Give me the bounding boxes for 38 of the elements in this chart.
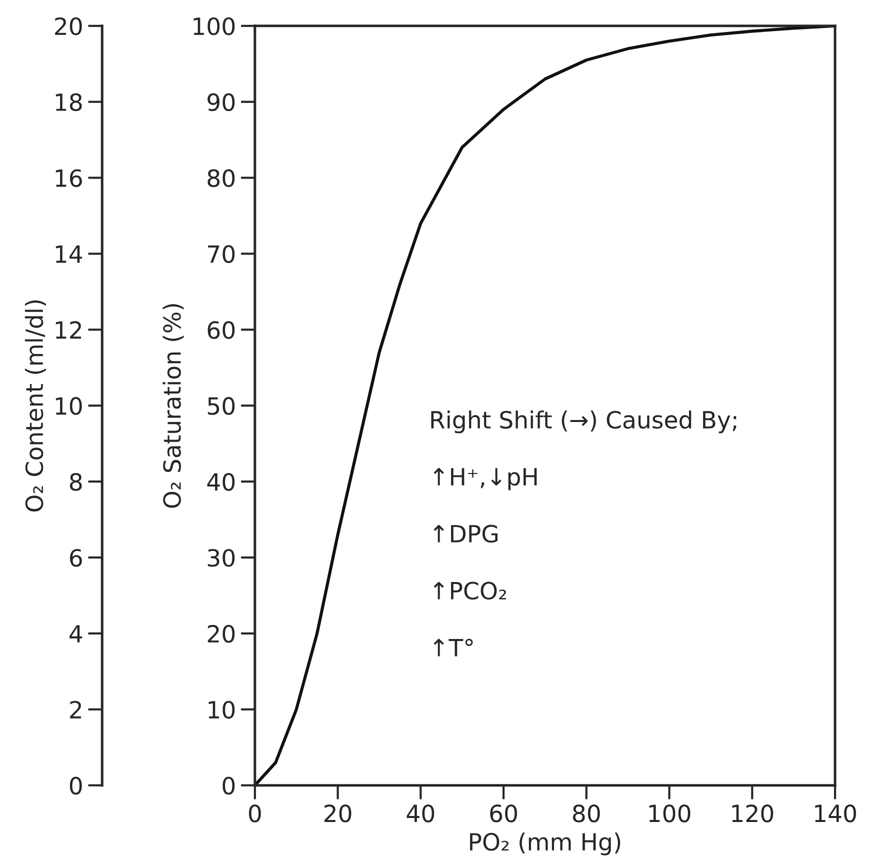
y2-tick-label: 8 xyxy=(70,473,82,491)
y2-tick-label: 14 xyxy=(56,245,82,263)
x-axis-title: PO₂ (mm Hg) xyxy=(470,832,620,856)
x-tick-label: 80 xyxy=(572,804,600,822)
annotation: ↑H⁺,↓pH xyxy=(434,468,537,490)
y-tick-label: 0 xyxy=(222,776,235,795)
annotation: Right Shift (→) Caused By; xyxy=(431,410,736,434)
y-tick-label: 20 xyxy=(208,624,235,643)
y2-tick-label: 2 xyxy=(70,700,82,718)
y-tick-label: 10 xyxy=(208,700,235,719)
annotation: ↑PCO₂ xyxy=(434,582,506,600)
y-axis-title: O₂ Saturation (%) xyxy=(162,304,184,508)
x-tick-label: 0 xyxy=(248,804,261,822)
y2-tick-label: 6 xyxy=(70,548,82,567)
x-tick-label: 100 xyxy=(649,804,690,822)
annotation: ↑T° xyxy=(434,638,473,656)
y-tick-label: 100 xyxy=(194,17,235,36)
y-tick-label: 90 xyxy=(208,93,235,112)
y-tick-label: 60 xyxy=(208,321,235,339)
y2-tick-label: 16 xyxy=(56,169,82,188)
x-tick-label: 120 xyxy=(732,804,774,822)
y2-tick-label: 18 xyxy=(56,93,82,112)
annotation: ↑DPG xyxy=(434,524,498,543)
y-tick-label: 40 xyxy=(207,473,235,491)
x-tick-label: 140 xyxy=(815,804,856,822)
y2-tick-label: 10 xyxy=(56,397,82,415)
x-tick-label: 20 xyxy=(324,804,352,822)
y2-tick-label: 12 xyxy=(56,321,82,339)
y2-tick-label: 0 xyxy=(70,776,82,795)
x-tick-label: 40 xyxy=(406,804,434,822)
y-tick-label: 30 xyxy=(208,548,235,567)
y2-axis-title: O₂ Content (ml/dl) xyxy=(24,300,46,512)
y-tick-label: 70 xyxy=(208,245,235,264)
y2-tick-label: 20 xyxy=(55,17,82,36)
x-tick-label: 60 xyxy=(490,804,517,822)
y2-tick-label: 4 xyxy=(70,625,82,642)
y-tick-label: 80 xyxy=(208,169,235,188)
y-tick-label: 50 xyxy=(208,397,235,415)
